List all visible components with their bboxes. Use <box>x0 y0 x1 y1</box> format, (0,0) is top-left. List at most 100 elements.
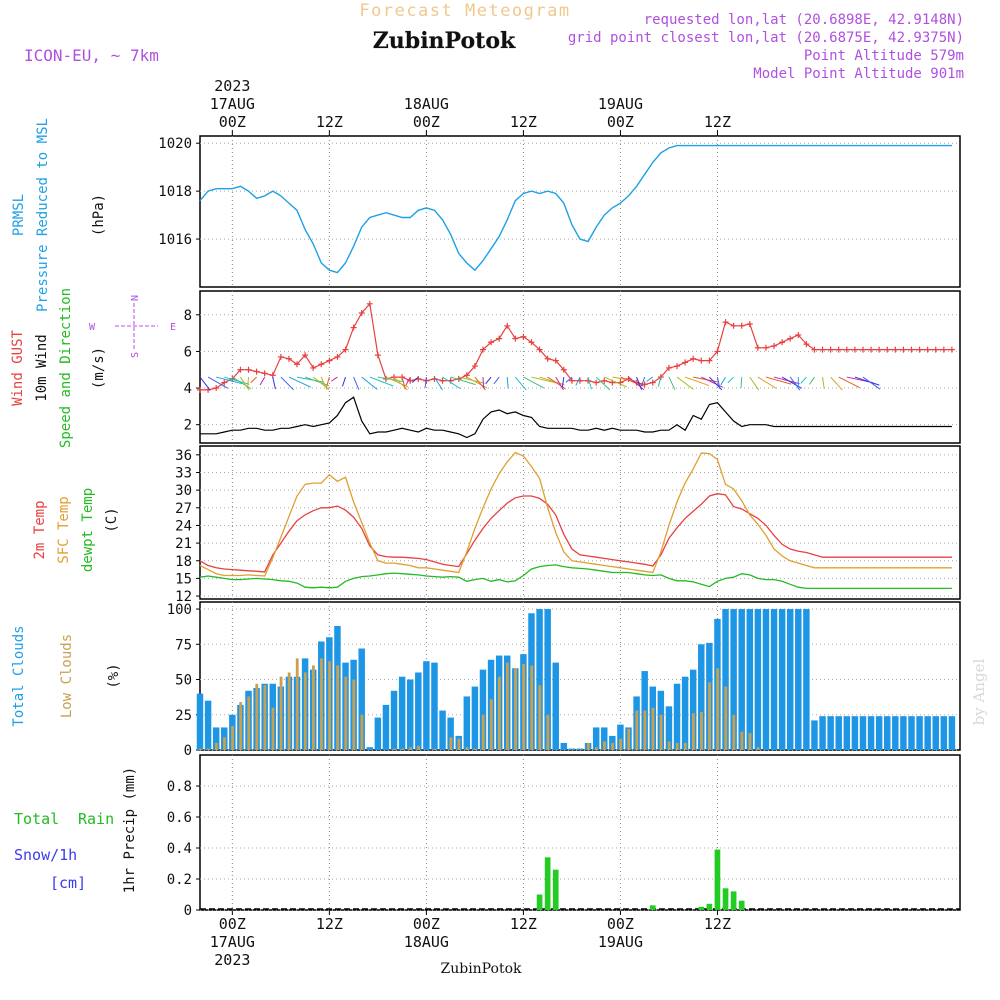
low-cloud-bar <box>716 668 720 750</box>
wind-arrow <box>240 376 250 391</box>
low-cloud-bar <box>417 745 420 750</box>
gust-marker <box>835 346 842 353</box>
wind-arrow <box>224 376 250 385</box>
gust-marker <box>948 346 955 353</box>
wind-arrow <box>326 376 330 387</box>
gust-marker <box>892 346 899 353</box>
wind-arrow <box>640 376 646 387</box>
gust-marker <box>399 374 406 381</box>
gust-marker <box>746 320 753 327</box>
gust-marker <box>310 364 317 371</box>
low-cloud-bar <box>198 748 202 750</box>
low-cloud-bar <box>336 665 340 750</box>
total-cloud-bar <box>940 716 948 750</box>
gust-series <box>200 302 952 391</box>
low-cloud-bar <box>724 686 728 750</box>
total-cloud-bar <box>431 662 438 750</box>
rain-bar <box>552 869 559 910</box>
gust-marker <box>924 346 931 353</box>
temp-sfc-label: SFC Temp <box>56 496 72 563</box>
wind-speed-dir-label: Speed and Direction <box>58 288 74 448</box>
total-cloud-bar <box>204 700 212 750</box>
gust-marker <box>649 379 656 386</box>
wind-arrow <box>587 376 592 390</box>
low-cloud-bar <box>433 748 437 750</box>
compass-s: S <box>130 352 141 358</box>
gust-marker <box>374 352 381 359</box>
total-cloud-bar <box>730 609 737 750</box>
rain-label: Rain <box>78 810 114 828</box>
total-cloud-bar <box>196 693 204 750</box>
wind-arrow <box>809 376 815 385</box>
wind-arrow <box>434 376 443 391</box>
wind-arrow <box>401 376 406 390</box>
wind-arrow <box>830 376 843 391</box>
pressure-line <box>199 144 952 274</box>
low-cloud-bar <box>400 748 404 750</box>
bottom-tick-label: 19AUG <box>598 933 643 951</box>
gust-marker <box>593 379 600 386</box>
panel-frame-precip <box>199 754 961 911</box>
wind-arrow <box>424 377 427 388</box>
wind-arrow <box>405 376 411 386</box>
y-tick-label: 21 <box>175 536 192 552</box>
low-cloud-bar <box>360 714 364 750</box>
gust-marker <box>366 300 373 307</box>
bottom-tick-label: 00Z <box>607 915 634 933</box>
low-cloud-bar <box>643 710 647 750</box>
forecast-subtitle: Forecast Meteogram <box>359 1 570 21</box>
gust-marker <box>754 344 761 351</box>
wind-arrow <box>657 376 662 387</box>
wind-arrow <box>361 376 378 390</box>
top-tick-label: 12Z <box>704 113 731 131</box>
gust-marker <box>674 363 681 370</box>
wind-arrow <box>668 376 676 391</box>
wind-arrow <box>765 376 792 385</box>
wind-arrow <box>838 376 860 389</box>
gust-marker <box>932 346 939 353</box>
gust-marker <box>197 386 203 393</box>
low-cloud-bar <box>214 742 218 750</box>
wind-arrow <box>411 376 419 383</box>
rain-bar <box>722 888 729 910</box>
total-cloud-bar <box>819 716 826 750</box>
point-altitude: Point Altitude 579m <box>804 48 964 64</box>
y-tick-label: 75 <box>175 637 192 653</box>
rain-bar <box>714 849 721 910</box>
total-cloud-bar <box>835 716 842 750</box>
low-cloud-bar <box>344 676 348 750</box>
total-cloud-bar <box>560 742 568 750</box>
y-tick-label: 27 <box>175 501 192 517</box>
gust-marker <box>358 309 365 316</box>
low-cloud-bar <box>756 747 760 750</box>
total-cloud-bar <box>536 609 543 750</box>
total-cloud-bar <box>770 609 778 750</box>
gust-marker <box>342 346 349 353</box>
total-cloud-bar <box>811 720 818 750</box>
wind-arrow <box>684 376 710 387</box>
y-tick-label: 1018 <box>158 184 192 200</box>
total-cloud-bar <box>738 609 745 750</box>
total-cloud-bar <box>471 686 479 750</box>
wind-arrow <box>822 377 825 389</box>
wind-arrow <box>207 376 229 389</box>
gust-marker <box>859 346 866 353</box>
requested-coords: requested lon,lat (20.6898E, 42.9148N) <box>644 12 964 28</box>
low-cloud-bar <box>473 748 477 750</box>
wind-arrow <box>555 376 564 391</box>
wind-arrow <box>646 376 654 382</box>
bottom-tick-label: 00Z <box>219 915 246 933</box>
low-cloud-bar <box>409 747 412 750</box>
total-cloud-bar <box>439 710 446 750</box>
bottom-tick-label: 12Z <box>510 915 537 933</box>
y-tick-label: 0.4 <box>167 841 192 857</box>
location-title: ZubinPotok <box>373 28 516 54</box>
gust-marker <box>916 346 923 353</box>
sfc-temp-series <box>199 451 952 577</box>
top-tick-label: 12Z <box>316 113 343 131</box>
low-cloud-bar <box>522 664 526 750</box>
low-cloud-bar <box>691 713 695 750</box>
top-tick-label: 2023 <box>214 77 250 95</box>
low-cloud-bar <box>635 710 639 750</box>
